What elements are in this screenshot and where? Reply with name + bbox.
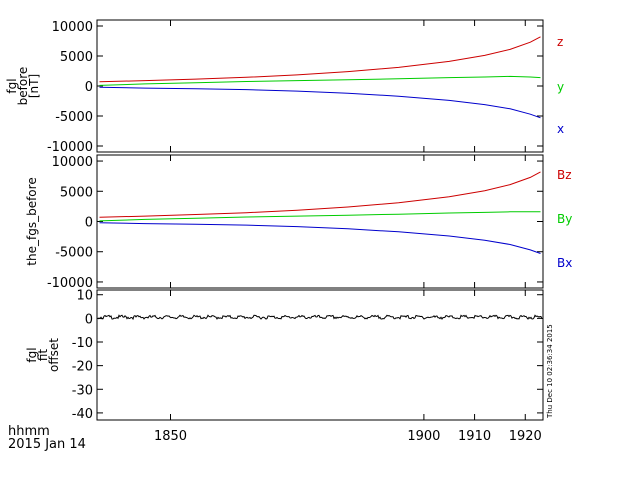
y-label-line: fgl xyxy=(25,347,39,362)
y-axis-label: fglfitoffset xyxy=(25,338,61,372)
legend-Bz: Bz xyxy=(557,168,572,182)
x-axis: 1850 1900 1910 1920 xyxy=(154,429,542,444)
legend-Bx: Bx xyxy=(557,256,572,270)
y-tick-label: 10000 xyxy=(52,20,93,35)
y-tick-label: 10000 xyxy=(52,155,93,170)
y-label-line: the_fgs_before xyxy=(25,177,39,265)
legend-z: z xyxy=(557,35,563,49)
panel-frame xyxy=(96,289,544,421)
y-tick-label: 0 xyxy=(85,312,93,327)
legend-y: y xyxy=(557,80,564,94)
x-tick-label: 1910 xyxy=(458,429,491,444)
series-line-offset xyxy=(97,314,543,321)
y-tick-label: -30 xyxy=(72,383,93,398)
y-axis-label: the_fgs_before xyxy=(25,177,39,265)
y-label-line: fgl xyxy=(5,78,19,93)
y-tick-label: -10000 xyxy=(47,276,93,291)
y-label-line: [nT] xyxy=(27,74,41,98)
series-line-y xyxy=(99,75,541,86)
y-tick-label: 5000 xyxy=(60,185,93,200)
series-group xyxy=(99,171,541,254)
y-tick-label: 10 xyxy=(76,289,93,304)
panel-fgl-before: 10000 5000 0 -5000 -10000 z y x fglbefore[nT] xyxy=(5,19,564,155)
y-axis-label: fglbefore[nT] xyxy=(5,67,41,106)
y-tick-label: 0 xyxy=(85,80,93,95)
x-tick-label: 1850 xyxy=(154,429,187,444)
y-tick-label: 0 xyxy=(85,216,93,231)
y-tick-label: 5000 xyxy=(60,50,93,65)
y-axis: 10000 5000 0 -5000 -10000 xyxy=(47,155,543,291)
y-tick-label: -20 xyxy=(72,360,93,375)
y-label-line: fit xyxy=(36,349,50,362)
series-group xyxy=(97,314,543,321)
series-line-Bz xyxy=(99,171,541,218)
legend: Bz By Bx xyxy=(557,168,572,270)
series-line-Bx xyxy=(99,222,541,254)
x-tick-label: 1900 xyxy=(407,429,440,444)
y-tick-label: -10 xyxy=(72,336,93,351)
panel-the-fgs-before: 10000 5000 0 -5000 -10000 Bz By Bx the_fgs_bef… xyxy=(25,154,572,291)
x-tick-label: 1920 xyxy=(509,429,542,444)
series-line-z xyxy=(99,36,541,83)
timestamp-label: Thu Dec 10 02:36:34 2015 xyxy=(546,324,554,419)
y-tick-label: -10000 xyxy=(47,140,93,155)
y-label-line: before xyxy=(16,67,30,106)
series-group xyxy=(99,36,541,119)
panel-frame xyxy=(96,19,544,153)
panel-fgl-fit-offset: 10 0 -10 -20 -30 -40 fglfitoffset xyxy=(25,289,544,422)
y-tick-label: -5000 xyxy=(55,246,93,261)
y-axis: 10 0 -10 -20 -30 -40 xyxy=(72,289,543,422)
y-tick-label: -5000 xyxy=(55,110,93,125)
footer-date: 2015 Jan 14 xyxy=(8,437,86,452)
legend-By: By xyxy=(557,212,572,226)
series-line-By xyxy=(99,211,541,222)
y-axis: 10000 5000 0 -5000 -10000 xyxy=(47,20,543,155)
panel-frame xyxy=(96,154,544,289)
series-line-x xyxy=(99,86,541,119)
y-tick-label: -40 xyxy=(72,407,93,422)
footer-hhmm: hhmm xyxy=(8,424,50,439)
legend: z y x xyxy=(557,35,564,136)
legend-x: x xyxy=(557,122,564,136)
y-label-line: offset xyxy=(47,338,61,372)
